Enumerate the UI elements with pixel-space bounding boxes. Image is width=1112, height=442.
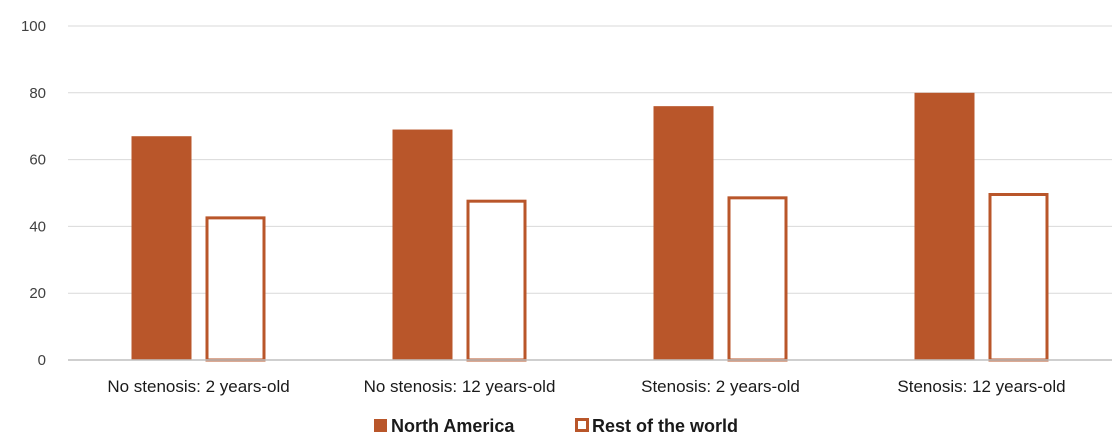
x-category-label: No stenosis: 2 years-old [107, 377, 289, 396]
x-category-label: Stenosis: 12 years-old [897, 377, 1065, 396]
bar-rest-of-world [466, 199, 527, 362]
y-tick-label: 40 [29, 218, 46, 235]
bar-north-america [914, 92, 975, 361]
y-tick-label: 0 [38, 352, 46, 369]
bars [131, 92, 1049, 362]
bar-north-america [131, 136, 192, 360]
legend-swatch-north-america [374, 419, 387, 432]
y-tick-label: 60 [29, 152, 46, 169]
bar-north-america [653, 106, 714, 360]
bar-rest-of-world [727, 196, 788, 362]
bar-north-america [392, 129, 453, 360]
legend-label: Rest of the world [592, 416, 738, 436]
legend: North America Rest of the world [374, 416, 738, 436]
legend-swatch-rest-of-world [575, 418, 589, 432]
bar-rest-of-world [205, 216, 266, 362]
bar-rest-of-world [988, 193, 1049, 362]
legend-label: North America [391, 416, 515, 436]
y-axis-ticks: 0 20 40 60 80 100 [21, 18, 46, 369]
y-tick-label: 100 [21, 18, 46, 35]
y-tick-label: 20 [29, 285, 46, 302]
y-tick-label: 80 [29, 85, 46, 102]
x-category-label: Stenosis: 2 years-old [641, 377, 800, 396]
category-labels: No stenosis: 2 years-old No stenosis: 12 … [107, 377, 1065, 396]
x-category-label: No stenosis: 12 years-old [364, 377, 556, 396]
